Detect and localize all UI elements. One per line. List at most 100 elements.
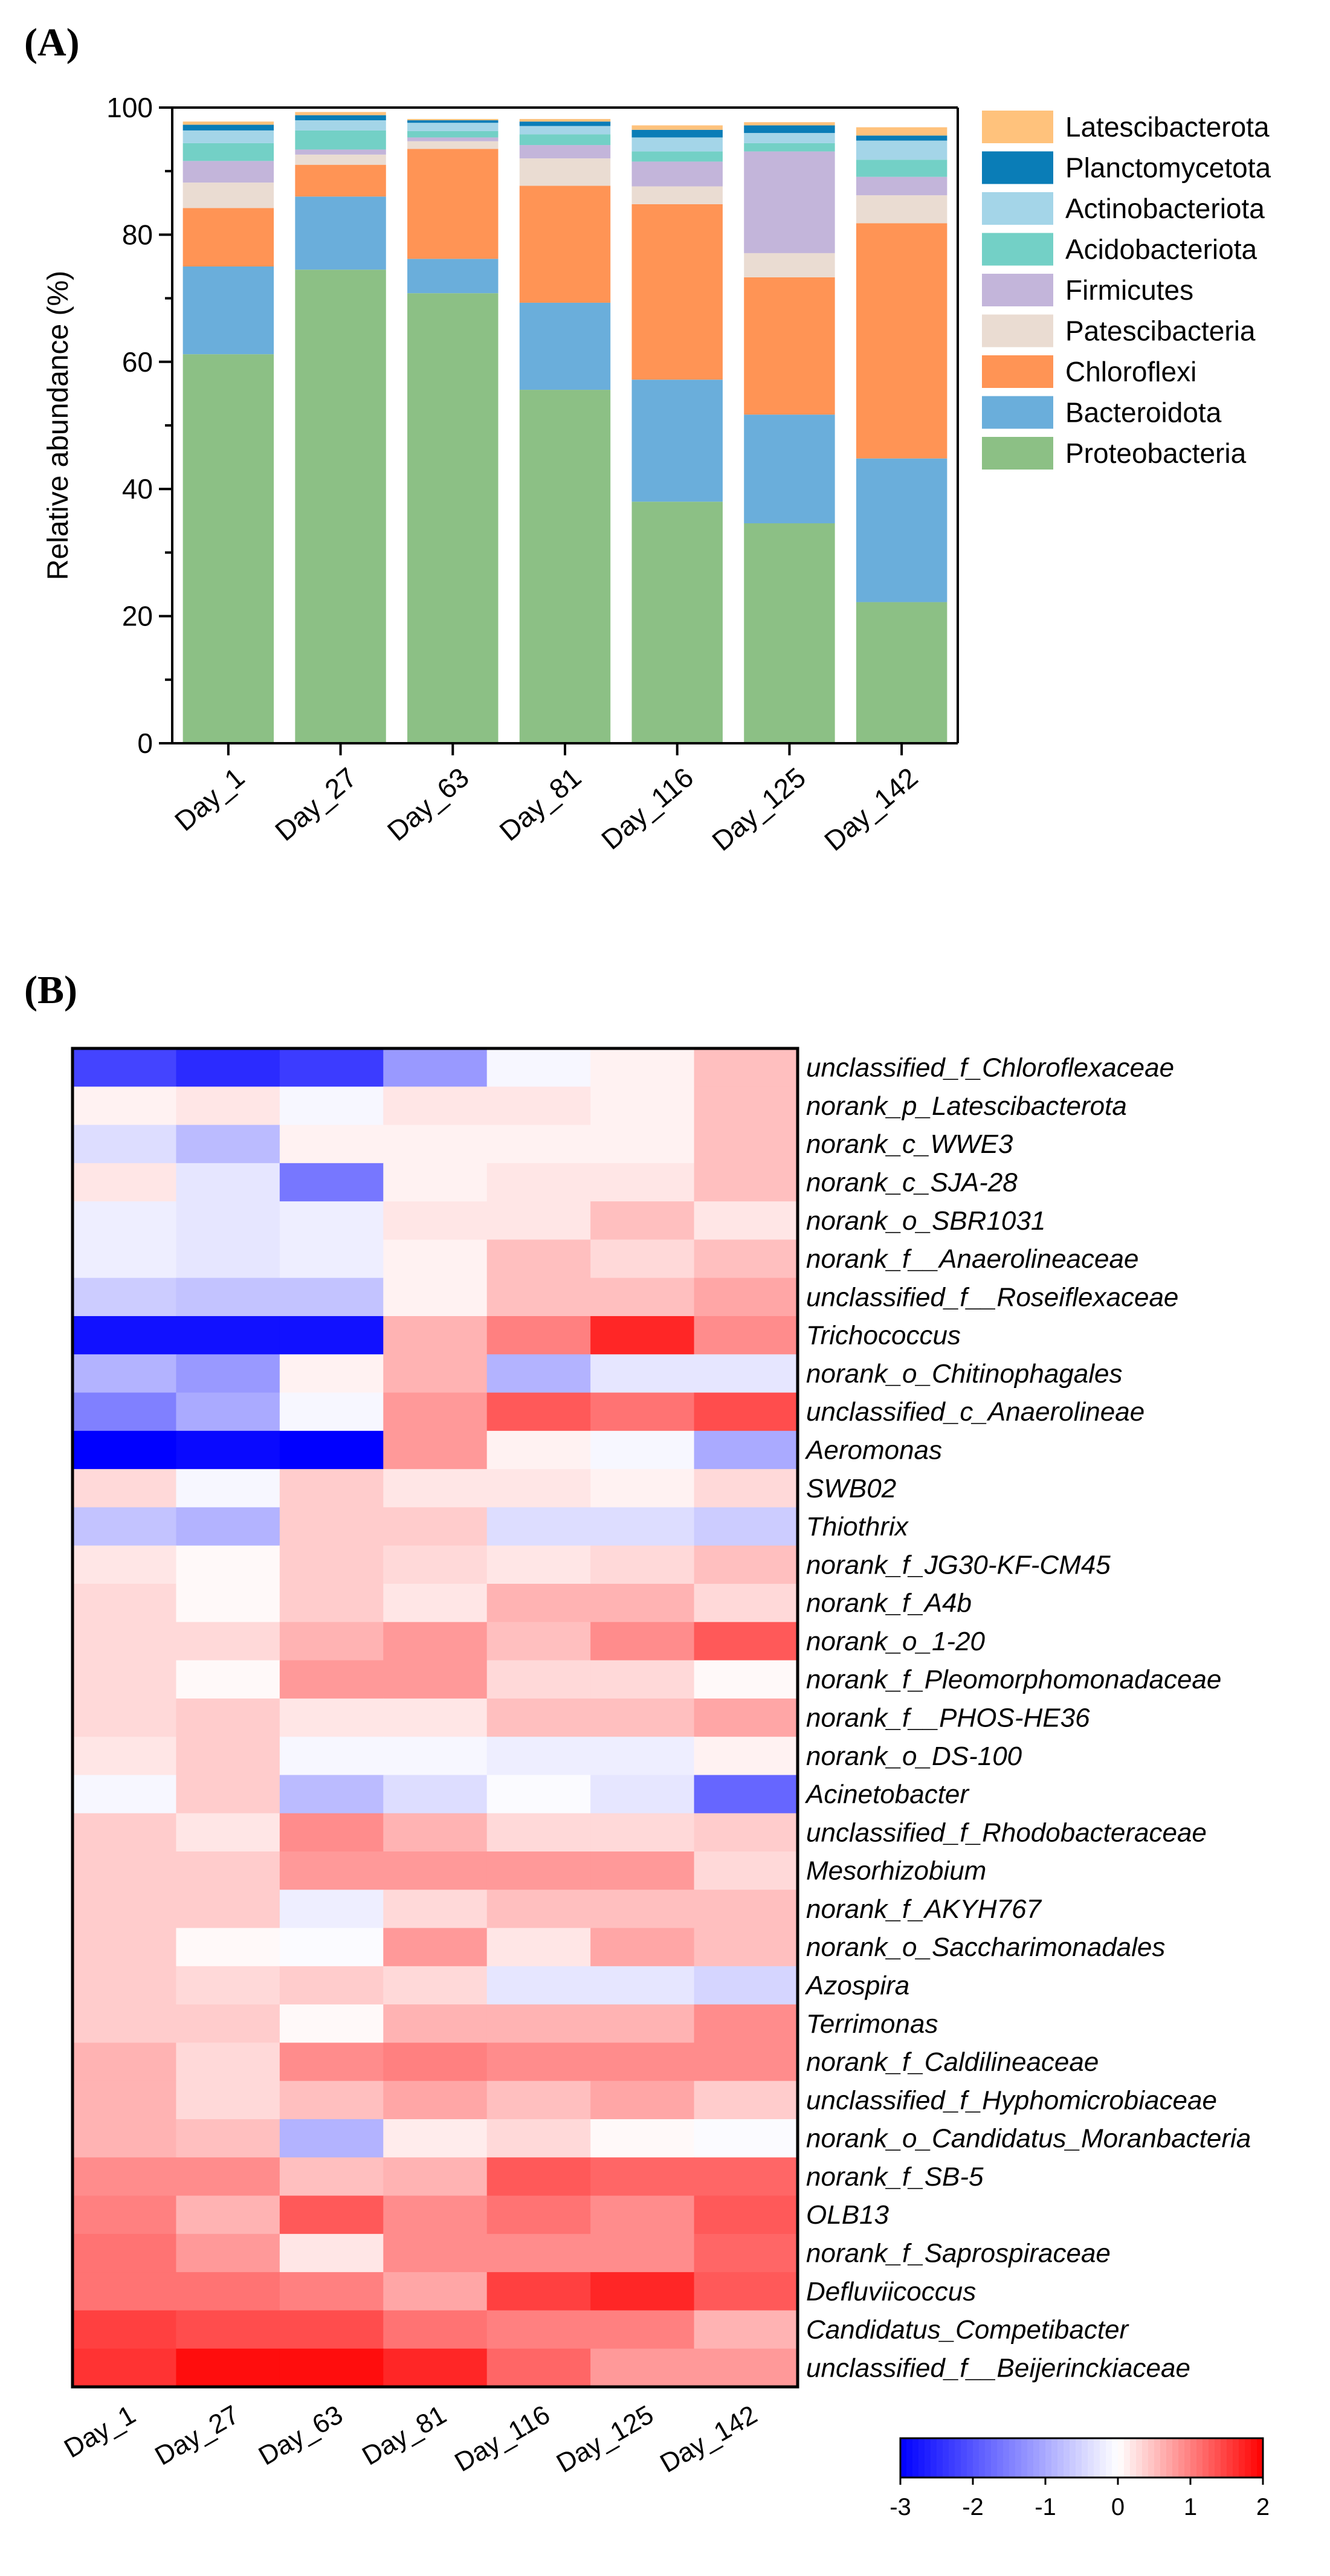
y-tick-label: 100: [106, 92, 153, 123]
row-label: Acinetobacter: [804, 1780, 970, 1809]
colorbar-step: [1021, 2438, 1028, 2478]
heatmap-frame: [71, 1047, 799, 2389]
x-tick-label: Day_142: [818, 761, 923, 857]
heatmap-cell-norank_f__phos-he36-day_63: [279, 1698, 384, 1737]
heatmap-cell-olb13-day_27: [176, 2195, 280, 2235]
heatmap-cell-norank_f_pleomorphomonadaceae-day_1: [73, 1660, 177, 1699]
heatmap-cell-norank_f_saprospiraceae-day_27: [176, 2233, 280, 2273]
heatmap-cell-norank_f_caldilineaceae-day_116: [486, 2042, 591, 2082]
row-label: Aeromonas: [804, 1436, 942, 1465]
bar-segment-chloroflexi-day_125: [744, 277, 835, 415]
legend-label-planctomycetota: Planctomycetota: [1065, 152, 1271, 184]
colorbar-step: [1033, 2438, 1040, 2478]
row-label: Mesorhizobium: [806, 1856, 986, 1886]
bar-segment-firmicutes-day_63: [407, 137, 499, 141]
heatmap-cell-norank_o_sbr1031-day_63: [279, 1201, 384, 1241]
bar-segment-patescibacteria-day_81: [519, 158, 611, 186]
colorbar-step: [1112, 2438, 1119, 2478]
heatmap-cell-norank_o_saccharimonadales-day_125: [590, 1928, 695, 1967]
heatmap-cell-unclassified_f_rhodobacteraceae-day_81: [383, 1813, 488, 1852]
heatmap-cell-norank_o_saccharimonadales-day_1: [73, 1928, 177, 1967]
legend-swatch-acidobacteriota: [982, 233, 1053, 266]
heatmap-cell-azospira-day_1: [73, 1966, 177, 2005]
heatmap-cell-norank_f__anaerolineaceae-day_63: [279, 1239, 384, 1279]
bar-segment-bacteroidota-day_1: [182, 266, 274, 355]
bar-segment-latescibacterota-day_142: [856, 127, 947, 136]
heatmap-cell-candidatus_competibacter-day_116: [486, 2310, 591, 2349]
bar-segment-latescibacterota-day_81: [519, 118, 611, 122]
heatmap-cell-norank_f_caldilineaceae-day_1: [73, 2042, 177, 2082]
bar-segment-acidobacteriota-day_142: [856, 160, 947, 177]
bar-segment-actinobacteriota-day_125: [744, 133, 835, 143]
bar-segment-planctomycetota-day_125: [744, 125, 835, 134]
heatmap-cell-norank_f__phos-he36-day_142: [694, 1698, 798, 1737]
heatmap-cell-candidatus_competibacter-day_81: [383, 2310, 488, 2349]
heatmap-cell-unclassified_f_chloroflexaceae-day_27: [176, 1048, 280, 1087]
heatmap-cell-unclassified_f_rhodobacteraceae-day_116: [486, 1813, 591, 1852]
heatmap-cell-norank_f_a4b-day_116: [486, 1584, 591, 1622]
colorbar-step: [1015, 2438, 1022, 2478]
row-label: norank_f_SB-5: [806, 2162, 984, 2192]
bar-segment-firmicutes-day_1: [182, 161, 274, 183]
colorbar-step: [900, 2438, 907, 2478]
heatmap-cell-norank_p_latescibacterota-day_63: [279, 1086, 384, 1126]
bar-segment-proteobacteria-day_142: [856, 602, 947, 743]
heatmap-cell-norank_c_wwe3-day_63: [279, 1125, 384, 1164]
heatmap-cell-trichococcus-day_142: [694, 1316, 798, 1355]
heatmap-cell-azospira-day_81: [383, 1966, 488, 2005]
bar-segment-firmicutes-day_116: [631, 161, 723, 187]
legend-label-actinobacteriota: Actinobacteriota: [1065, 193, 1265, 224]
column-label: Day_81: [357, 2400, 451, 2471]
heatmap-cell-azospira-day_63: [279, 1966, 384, 2005]
heatmap-cell-norank_f_jg30-kf-cm45-day_63: [279, 1545, 384, 1584]
row-label: norank_f__PHOS-HE36: [806, 1703, 1090, 1733]
heatmap-cell-unclassified_f__roseiflexaceae-day_125: [590, 1277, 695, 1317]
bar-segment-acidobacteriota-day_1: [182, 143, 274, 161]
colorbar-step: [1051, 2438, 1058, 2478]
heatmap-cell-norank_o_ds-100-day_142: [694, 1737, 798, 1776]
heatmap-cell-norank_o_1-20-day_81: [383, 1622, 488, 1661]
heatmap-cell-unclassified_f__beijerinckiaceae-day_116: [486, 2348, 591, 2387]
colorbar-step: [912, 2438, 919, 2478]
heatmap-cell-norank_f_jg30-kf-cm45-day_116: [486, 1545, 591, 1584]
row-label: norank_f_A4b: [806, 1589, 972, 1618]
heatmap-cell-norank_f__anaerolineaceae-day_125: [590, 1239, 695, 1279]
legend-label-firmicutes: Firmicutes: [1065, 274, 1193, 306]
heatmap-cell-norank_c_sja-28-day_81: [383, 1163, 488, 1202]
colorbar-step: [955, 2438, 961, 2478]
heatmap-cell-candidatus_competibacter-day_125: [590, 2310, 695, 2349]
heatmap-cell-norank_f_a4b-day_81: [383, 1584, 488, 1622]
heatmap-cell-norank_o_chitinophagales-day_63: [279, 1354, 384, 1393]
heatmap-cell-defluviicoccus-day_116: [486, 2272, 591, 2311]
heatmap-cell-acinetobacter-day_27: [176, 1775, 280, 1814]
colorbar-step: [1076, 2438, 1082, 2478]
heatmap-cell-azospira-day_142: [694, 1966, 798, 2005]
heatmap-cell-mesorhizobium-day_63: [279, 1851, 384, 1890]
heatmap-cell-trichococcus-day_1: [73, 1316, 177, 1355]
heatmap-cell-acinetobacter-day_81: [383, 1775, 488, 1814]
row-label: norank_f_Pleomorphomonadaceae: [806, 1665, 1221, 1694]
row-label: norank_f_Caldilineaceae: [806, 2047, 1099, 2077]
heatmap-cell-unclassified_c_anaerolineae-day_142: [694, 1392, 798, 1432]
heatmap-cell-candidatus_competibacter-day_142: [694, 2310, 798, 2349]
heatmap-cell-norank_o_saccharimonadales-day_116: [486, 1928, 591, 1967]
bar-segment-latescibacterota-day_116: [631, 125, 723, 130]
heatmap-cell-olb13-day_116: [486, 2195, 591, 2235]
column-label: Day_116: [450, 2400, 555, 2478]
heatmap-cell-unclassified_c_anaerolineae-day_27: [176, 1392, 280, 1432]
heatmap-cell-olb13-day_63: [279, 2195, 384, 2235]
row-label: norank_o_1-20: [806, 1627, 986, 1656]
heatmap-cell-olb13-day_81: [383, 2195, 488, 2235]
colorbar-step: [1045, 2438, 1052, 2478]
bar-segment-patescibacteria-day_142: [856, 195, 947, 224]
x-tick-label: Day_63: [381, 761, 475, 847]
legend-label-proteobacteria: Proteobacteria: [1065, 437, 1247, 469]
heatmap-cell-swb02-day_27: [176, 1469, 280, 1508]
colorbar-step: [1227, 2438, 1233, 2478]
colorbar-step: [1166, 2438, 1173, 2478]
legend-swatch-proteobacteria: [982, 437, 1053, 470]
colorbar-step: [1221, 2438, 1227, 2478]
bar-segment-actinobacteriota-day_81: [519, 126, 611, 135]
row-label: OLB13: [806, 2200, 889, 2230]
heatmap-cell-olb13-day_1: [73, 2195, 177, 2235]
